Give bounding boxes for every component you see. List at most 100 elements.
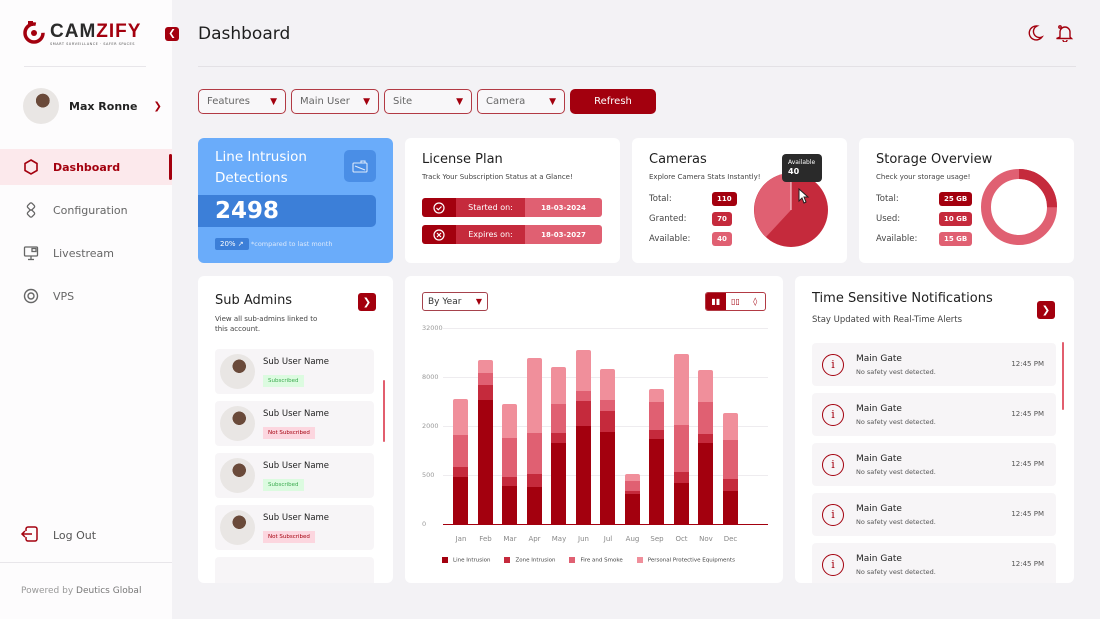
chevron-down-icon: ▼ bbox=[475, 297, 482, 306]
license-expiry-date: 18-03-2027 bbox=[525, 225, 602, 244]
moon-icon[interactable] bbox=[1026, 24, 1045, 46]
site-select[interactable]: Site ▼ bbox=[384, 89, 472, 114]
bar-chart-icon[interactable]: ▯▯ bbox=[731, 297, 740, 306]
avatar bbox=[220, 406, 255, 441]
bar[interactable] bbox=[722, 413, 738, 524]
view-all-notifications-button[interactable]: ❯ bbox=[1037, 301, 1055, 319]
avatar bbox=[23, 88, 59, 124]
notification-item[interactable]: i Main Gate No safety vest detected. 12:45 … bbox=[812, 493, 1056, 536]
list-item[interactable] bbox=[215, 557, 374, 583]
bell-icon[interactable] bbox=[1056, 24, 1074, 46]
sub-admins-card: Sub Admins View all sub-admins linked to… bbox=[198, 276, 393, 583]
sidebar-item-livestream[interactable]: Livestream bbox=[0, 235, 172, 271]
target-icon bbox=[22, 287, 40, 305]
notification-item[interactable]: i Main Gate No safety vest detected. 12:45 … bbox=[812, 393, 1056, 436]
cameras-pie-chart[interactable] bbox=[753, 172, 829, 248]
stacked-bar-chart: 0 500 2000 8000 32000 Jan Feb Mar Apr May Jun Jul Au… bbox=[405, 276, 783, 583]
info-icon: i bbox=[822, 353, 844, 376]
filter-bar: Features ▼ Main User ▼ Site ▼ Camera ▼ Refre… bbox=[198, 89, 656, 114]
collapse-sidebar-button[interactable]: ❮ bbox=[165, 27, 179, 41]
mouse-cursor-icon bbox=[798, 188, 810, 204]
bar[interactable] bbox=[502, 403, 517, 524]
bar[interactable] bbox=[551, 366, 566, 524]
x-tick-label: Apr bbox=[528, 535, 541, 543]
x-tick-label: Aug bbox=[625, 535, 640, 543]
bar[interactable] bbox=[673, 353, 689, 524]
bar[interactable] bbox=[649, 388, 664, 524]
license-plan-card: License Plan Track Your Subscription Sta… bbox=[405, 138, 620, 263]
x-tick-label: Dec bbox=[723, 535, 738, 543]
notification-item[interactable]: i Main Gate No safety vest detected. 12:45 … bbox=[812, 343, 1056, 386]
chart-tooltip: Available 40 bbox=[782, 154, 822, 182]
card-subtitle: Explore Camera Stats Instantly! bbox=[649, 173, 761, 181]
camera-select[interactable]: Camera ▼ bbox=[477, 89, 565, 114]
list-item[interactable]: Sub User Name Not Subscribed bbox=[215, 505, 374, 550]
notification-item[interactable]: i Main Gate No safety vest detected. 12:45 … bbox=[812, 543, 1056, 583]
status-badge: Not Subscribed bbox=[263, 530, 315, 543]
sidebar-item-label: VPS bbox=[53, 289, 75, 303]
divider bbox=[0, 562, 172, 563]
scrollbar[interactable] bbox=[1062, 342, 1064, 410]
legend-item[interactable]: Fire and Smoke bbox=[569, 557, 623, 564]
info-icon: i bbox=[822, 503, 844, 526]
license-started-row: Started on: 18-03-2024 bbox=[422, 198, 602, 217]
legend-item[interactable]: Line Intrusion bbox=[442, 557, 490, 564]
x-tick-label: May bbox=[551, 535, 567, 543]
user-name: Max Ronne bbox=[69, 99, 138, 113]
list-item[interactable]: Sub User Name Subscribed bbox=[215, 453, 374, 498]
network-chart-icon[interactable]: ◊ bbox=[753, 297, 758, 306]
sidebar-item-dashboard[interactable]: Dashboard bbox=[0, 149, 172, 185]
stat-granted: Granted: 70 bbox=[649, 212, 732, 226]
config-icon bbox=[22, 201, 40, 219]
sidebar-item-label: Livestream bbox=[53, 246, 115, 260]
sidebar-item-vps[interactable]: VPS bbox=[0, 278, 172, 314]
info-icon: i bbox=[822, 403, 844, 426]
stat-available: Available: 15 GB bbox=[876, 232, 973, 246]
sidebar-nav: Dashboard Configuration Livestream VPS bbox=[0, 149, 172, 321]
chevron-down-icon: ▼ bbox=[270, 96, 277, 107]
intrusion-icon bbox=[344, 150, 376, 182]
x-tick-label: Jan bbox=[455, 535, 467, 543]
chevron-down-icon: ❯ bbox=[153, 100, 162, 112]
logout-button[interactable]: Log Out bbox=[20, 524, 96, 547]
view-all-sub-admins-button[interactable]: ❯ bbox=[358, 293, 376, 311]
bar[interactable] bbox=[600, 369, 615, 524]
card-subtitle: Check your storage usage! bbox=[876, 173, 971, 181]
x-tick-label: Mar bbox=[503, 535, 517, 543]
x-axis bbox=[443, 524, 768, 525]
sidebar-item-configuration[interactable]: Configuration bbox=[0, 192, 172, 228]
card-title: Line Intrusion Detections bbox=[215, 149, 307, 186]
storage-donut-chart[interactable] bbox=[980, 168, 1058, 246]
period-select[interactable]: By Year ▼ bbox=[422, 292, 488, 311]
chevron-left-icon: ❮ bbox=[168, 29, 176, 39]
legend-item[interactable]: Personal Protective Equipments bbox=[636, 557, 735, 564]
chevron-right-icon: ❯ bbox=[362, 296, 372, 308]
list-item[interactable]: Sub User Name Not Subscribed bbox=[215, 401, 374, 446]
card-title: Time Sensitive Notifications bbox=[812, 291, 993, 306]
bar[interactable] bbox=[477, 360, 493, 524]
stacked-bar-chart-icon[interactable]: ▮▮ bbox=[706, 293, 726, 310]
chevron-down-icon: ▼ bbox=[456, 96, 463, 107]
bar[interactable] bbox=[575, 349, 591, 524]
bar[interactable] bbox=[526, 358, 542, 524]
bar[interactable] bbox=[698, 369, 713, 524]
bar[interactable] bbox=[624, 473, 640, 524]
notification-list: i Main Gate No safety vest detected. 12:45 … bbox=[812, 343, 1056, 583]
license-start-date: 18-03-2024 bbox=[525, 198, 602, 217]
gridline bbox=[443, 328, 768, 329]
notification-item[interactable]: i Main Gate No safety vest detected. 12:45 … bbox=[812, 443, 1056, 486]
bar[interactable] bbox=[453, 398, 468, 524]
refresh-button[interactable]: Refresh bbox=[570, 89, 656, 114]
features-select[interactable]: Features ▼ bbox=[198, 89, 286, 114]
legend-item[interactable]: Zone Intrusion bbox=[504, 557, 555, 564]
scrollbar[interactable] bbox=[383, 380, 385, 442]
user-menu[interactable]: Max Ronne ❯ bbox=[23, 88, 162, 124]
main-user-select[interactable]: Main User ▼ bbox=[291, 89, 379, 114]
status-badge: Not Subscribed bbox=[263, 426, 315, 439]
detections-chart-card: By Year ▼ ▮▮ ▯▯ ◊ 0 500 2000 8000 32000 Jan Feb… bbox=[405, 276, 783, 583]
x-tick-label: Oct bbox=[675, 535, 688, 543]
header-actions bbox=[1026, 24, 1074, 46]
card-title: Cameras bbox=[649, 152, 707, 167]
list-item[interactable]: Sub User Name Subscribed bbox=[215, 349, 374, 394]
logout-icon bbox=[20, 524, 40, 547]
